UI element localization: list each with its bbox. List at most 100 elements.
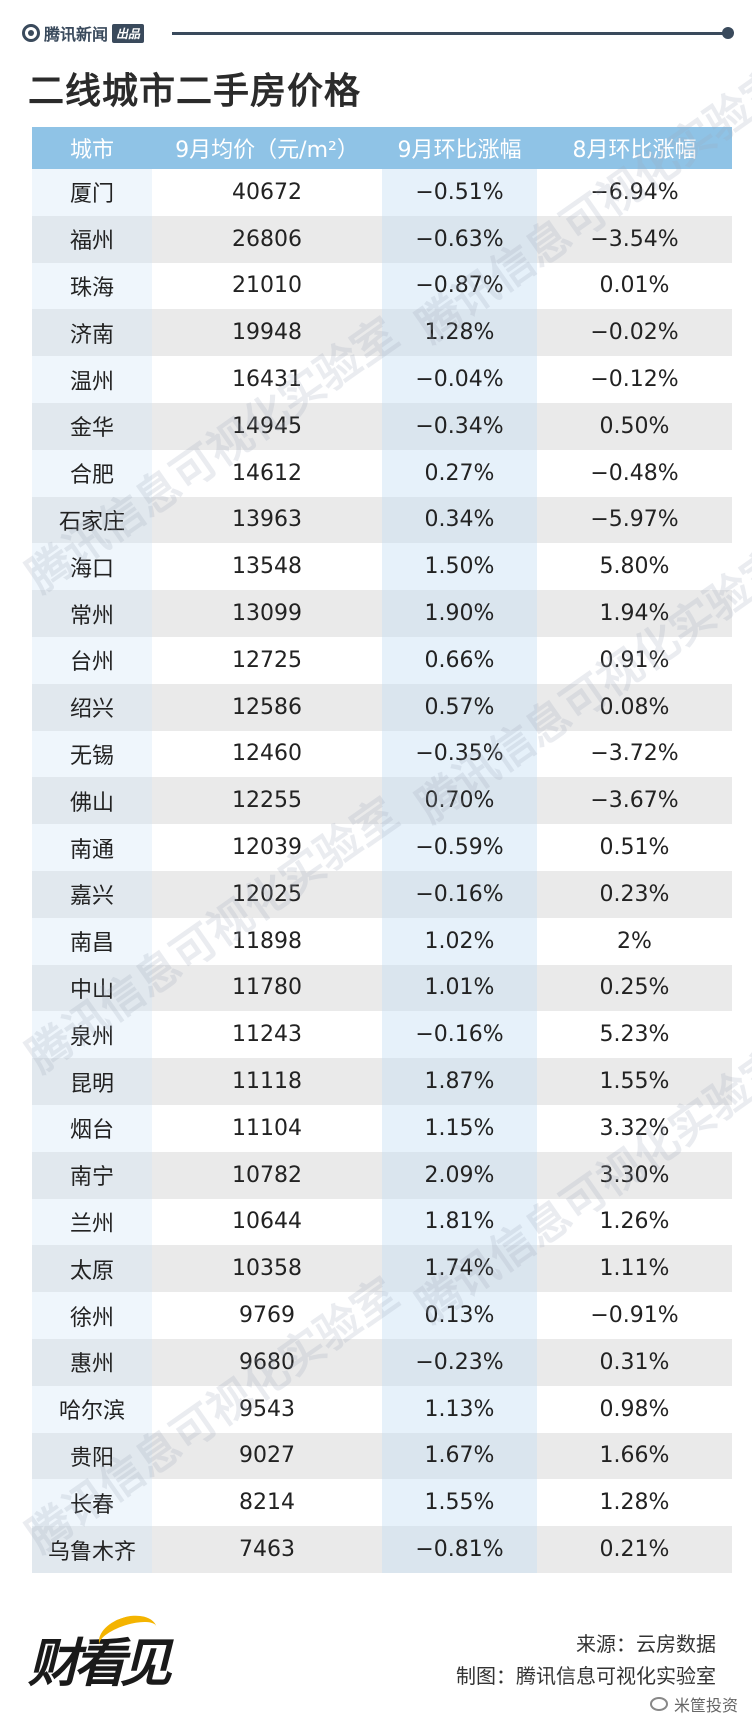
cell-sep-mom: 1.74% — [382, 1245, 537, 1293]
cell-city: 南宁 — [32, 1151, 152, 1199]
cell-sep-mom: 1.90% — [382, 590, 537, 637]
table-row: 绍兴 12586 0.57% 0.08% — [32, 683, 732, 731]
cell-avg-price: 9027 — [239, 1443, 295, 1469]
table-row: 无锡 12460 −0.35% −3.72% — [32, 730, 732, 778]
cell-sep-mom: 0.70% — [382, 777, 537, 825]
cell-aug-mom: 0.23% — [599, 881, 670, 907]
table-row: 石家庄 13963 0.34% −5.97% — [32, 496, 732, 544]
cell-city: 嘉兴 — [32, 870, 152, 918]
cell-city: 佛山 — [32, 777, 152, 825]
cell-sep-mom: 1.01% — [382, 964, 537, 1012]
table-row: 长春 8214 1.55% 1.28% — [32, 1479, 732, 1527]
cell-avg-price: 10358 — [232, 1256, 302, 1282]
cell-city: 烟台 — [32, 1104, 152, 1152]
cell-aug-mom: 1.26% — [599, 1209, 670, 1235]
cell-aug-mom: 1.11% — [599, 1256, 670, 1282]
cell-avg-price: 19948 — [232, 320, 302, 346]
table-row: 金华 14945 −0.34% 0.50% — [32, 402, 732, 450]
table-row: 南昌 11898 1.02% 2% — [32, 917, 732, 965]
table-row: 南宁 10782 2.09% 3.30% — [32, 1151, 732, 1199]
cell-avg-price: 12725 — [232, 647, 302, 673]
cell-aug-mom: 0.08% — [599, 694, 670, 720]
cell-city: 厦门 — [32, 169, 152, 216]
cell-avg-price: 14612 — [232, 460, 302, 486]
cell-city: 珠海 — [32, 262, 152, 310]
cell-city: 长春 — [32, 1479, 152, 1527]
cell-aug-mom: 0.25% — [599, 975, 670, 1001]
cell-aug-mom: 0.01% — [599, 273, 670, 299]
table-row: 厦门 40672 −0.51% −6.94% — [32, 169, 732, 216]
table-row: 中山 11780 1.01% 0.25% — [32, 964, 732, 1012]
cell-avg-price: 21010 — [232, 273, 302, 299]
chart-credit: 制图：腾讯信息可视化实验室 — [456, 1664, 716, 1688]
cell-city: 绍兴 — [32, 683, 152, 731]
cell-city: 泉州 — [32, 1011, 152, 1059]
cell-avg-price: 12255 — [232, 788, 302, 814]
cell-city: 常州 — [32, 590, 152, 637]
table-row: 温州 16431 −0.04% −0.12% — [32, 356, 732, 403]
cell-sep-mom: −0.23% — [382, 1338, 537, 1386]
cell-aug-mom: −5.97% — [590, 507, 679, 533]
table-row: 济南 19948 1.28% −0.02% — [32, 309, 732, 357]
cell-sep-mom: 1.50% — [382, 543, 537, 591]
table-row: 烟台 11104 1.15% 3.32% — [32, 1104, 732, 1152]
data-source: 来源：云房数据 — [576, 1632, 716, 1656]
cell-sep-mom: −0.16% — [382, 870, 537, 918]
cell-avg-price: 10782 — [232, 1162, 302, 1188]
cell-city: 南昌 — [32, 917, 152, 965]
tencent-news-brand: 腾讯新闻 出品 — [22, 20, 145, 46]
cell-aug-mom: 3.30% — [599, 1162, 670, 1188]
table-row: 乌鲁木齐 7463 −0.81% 0.21% — [32, 1526, 732, 1573]
cell-city: 贵阳 — [32, 1432, 152, 1480]
cell-avg-price: 9769 — [239, 1303, 295, 1329]
cell-aug-mom: 3.32% — [599, 1115, 670, 1141]
cell-aug-mom: 0.51% — [599, 835, 670, 861]
cell-avg-price: 11243 — [232, 1022, 302, 1048]
price-table: 城市 9月均价（元/m²） 9月环比涨幅 8月环比涨幅 厦门 40672 −0.51… — [32, 127, 732, 1573]
cell-aug-mom: 2% — [617, 928, 652, 954]
cell-sep-mom: 1.28% — [382, 309, 537, 357]
cell-sep-mom: 1.15% — [382, 1104, 537, 1152]
cell-city: 南通 — [32, 824, 152, 871]
cell-sep-mom: 1.55% — [382, 1479, 537, 1527]
cell-aug-mom: 0.21% — [599, 1537, 670, 1562]
cell-avg-price: 11780 — [232, 975, 302, 1001]
cell-sep-mom: 0.27% — [382, 449, 537, 497]
cell-aug-mom: −3.54% — [590, 226, 679, 252]
cell-aug-mom: 1.94% — [599, 601, 670, 627]
cell-city: 台州 — [32, 636, 152, 684]
cell-sep-mom: −0.16% — [382, 1011, 537, 1059]
cell-aug-mom: −0.91% — [590, 1303, 679, 1329]
brand-badge: 出品 — [112, 23, 145, 43]
cell-sep-mom: −0.87% — [382, 262, 537, 310]
tencent-news-logo-icon — [22, 24, 40, 42]
table-row: 台州 12725 0.66% 0.91% — [32, 636, 732, 684]
table-row: 嘉兴 12025 −0.16% 0.23% — [32, 870, 732, 918]
cell-sep-mom: 0.13% — [382, 1292, 537, 1339]
table-row: 徐州 9769 0.13% −0.91% — [32, 1292, 732, 1339]
cell-avg-price: 9680 — [239, 1349, 295, 1375]
cell-aug-mom: −3.72% — [590, 741, 679, 767]
cell-city: 惠州 — [32, 1338, 152, 1386]
cell-aug-mom: 5.23% — [599, 1022, 670, 1048]
cell-avg-price: 13548 — [232, 554, 302, 580]
cell-avg-price: 14945 — [232, 413, 302, 439]
cell-sep-mom: −0.63% — [382, 215, 537, 263]
cell-avg-price: 13963 — [232, 507, 302, 533]
cell-avg-price: 12460 — [232, 741, 302, 767]
top-brand-bar: 腾讯新闻 出品 — [22, 20, 734, 46]
cell-sep-mom: −0.35% — [382, 730, 537, 778]
cell-avg-price: 7463 — [239, 1537, 295, 1562]
header-aug-mom: 8月环比涨幅 — [572, 138, 697, 163]
brand-name: 腾讯新闻 — [44, 25, 109, 44]
cell-sep-mom: 2.09% — [382, 1151, 537, 1199]
cell-avg-price: 9543 — [239, 1396, 295, 1422]
cell-city: 太原 — [32, 1245, 152, 1293]
cell-city: 徐州 — [32, 1292, 152, 1339]
cell-city: 合肥 — [32, 449, 152, 497]
table-row: 常州 13099 1.90% 1.94% — [32, 590, 732, 637]
cell-avg-price: 11104 — [232, 1115, 302, 1141]
table-row: 福州 26806 −0.63% −3.54% — [32, 215, 732, 263]
cell-aug-mom: 1.28% — [599, 1490, 670, 1516]
cell-sep-mom: 1.87% — [382, 1058, 537, 1105]
